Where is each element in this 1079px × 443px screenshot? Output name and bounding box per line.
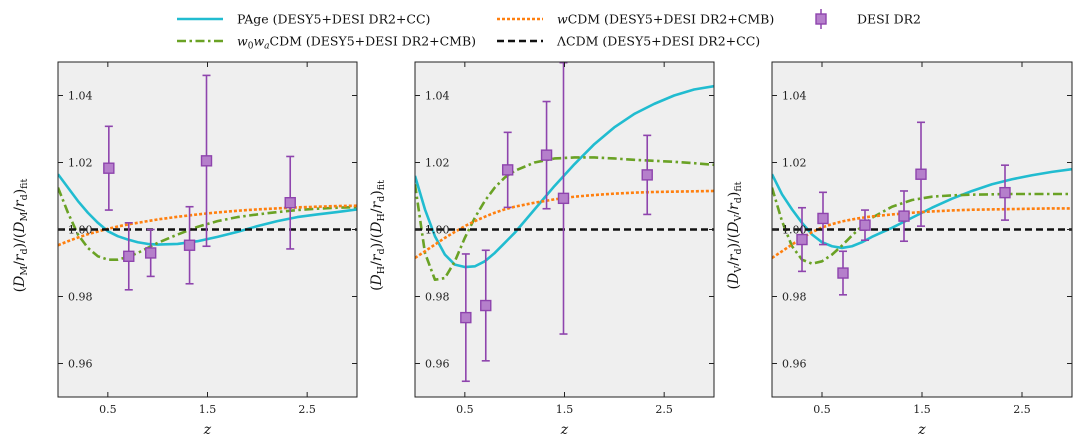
legend-entry-desi: DESI DR2 [815, 9, 921, 29]
data-point [837, 250, 849, 296]
y-tick-label: 1.00 [782, 224, 807, 237]
data-point [460, 253, 472, 383]
y-axis-label: (DH/rd)/(DH/rd)fit [369, 180, 387, 291]
data-point [123, 222, 135, 291]
y-tick-label: 1.02 [782, 157, 807, 170]
panels: 0.5 1.5 2.5 0.96 0.98 1.00 1.02 1.04 z (DM/rd)/(D… [12, 61, 1073, 438]
data-point [557, 62, 570, 335]
y-tick-label: 1.04 [68, 90, 93, 103]
legend-entry-wcdm: wCDM (DESY5+DESI DR2+CMB) [497, 12, 774, 27]
data-marker [501, 164, 514, 176]
x-tick-label: 0.5 [456, 403, 474, 416]
y-tick-label: 1.02 [425, 157, 450, 170]
legend: PAge (DESY5+DESI DR2+CC) w0waCDM (DESY5+D… [177, 9, 921, 52]
panel-dh: 0.5 1.5 2.5 0.96 0.98 1.00 1.02 1.04 z (DH/rd)/(D… [369, 61, 715, 438]
x-axis-label: z [917, 422, 926, 438]
data-marker [915, 168, 927, 180]
data-marker [557, 192, 570, 205]
data-point [540, 100, 553, 210]
y-tick-label: 0.98 [782, 291, 807, 304]
data-marker [183, 239, 196, 251]
x-tick-label: 1.5 [199, 403, 217, 416]
data-marker [103, 162, 115, 174]
plot-content [415, 62, 714, 383]
data-point [183, 205, 196, 285]
data-marker [540, 149, 553, 161]
series-line-page [415, 84, 714, 269]
legend-label: w0waCDM (DESY5+DESI DR2+CMB) [237, 34, 476, 52]
x-tick-label: 0.5 [99, 403, 117, 416]
legend-label: DESI DR2 [857, 12, 921, 27]
data-point [859, 209, 871, 242]
legend-entry-w0wa: w0waCDM (DESY5+DESI DR2+CMB) [177, 34, 476, 52]
x-axis-label: z [203, 422, 212, 438]
data-marker [123, 250, 135, 263]
data-marker [796, 233, 808, 246]
x-tick-label: 2.5 [1013, 403, 1031, 416]
legend-entry-lcdm: ΛCDM (DESY5+DESI DR2+CC) [497, 34, 760, 49]
y-tick-label: 1.02 [68, 157, 93, 170]
data-point [915, 121, 927, 227]
data-point [480, 249, 492, 362]
data-point [144, 228, 157, 278]
legend-label: wCDM (DESY5+DESI DR2+CMB) [557, 12, 774, 27]
data-marker [284, 196, 296, 209]
data-marker [200, 155, 213, 167]
plot-content [772, 121, 1072, 296]
data-point [103, 125, 115, 211]
legend-entry-page: PAge (DESY5+DESI DR2+CC) [177, 12, 430, 27]
y-tick-label: 0.96 [68, 358, 93, 371]
y-tick-label: 0.98 [68, 291, 93, 304]
panel-dm: 0.5 1.5 2.5 0.96 0.98 1.00 1.02 1.04 z (DM/rd)/(D… [12, 61, 358, 438]
y-tick-label: 0.98 [425, 291, 450, 304]
data-marker [859, 219, 871, 231]
y-tick-label: 1.04 [425, 90, 450, 103]
x-axis-label: z [560, 422, 569, 438]
data-marker [480, 299, 492, 312]
data-point [200, 74, 213, 248]
y-tick-label: 0.96 [425, 358, 450, 371]
data-point [284, 155, 296, 250]
data-marker [144, 247, 157, 259]
data-point [501, 131, 514, 209]
data-point [796, 206, 808, 273]
plot-content [58, 74, 357, 291]
legend-label: ΛCDM (DESY5+DESI DR2+CC) [556, 34, 760, 49]
legend-square-marker-icon [815, 13, 827, 25]
data-marker [641, 169, 653, 181]
data-marker [817, 212, 829, 225]
y-tick-label: 1.00 [68, 224, 93, 237]
y-tick-label: 1.00 [425, 224, 450, 237]
x-tick-label: 2.5 [298, 403, 316, 416]
data-marker [898, 210, 910, 222]
data-point [641, 134, 653, 216]
data-point [999, 164, 1011, 221]
data-marker [837, 267, 849, 279]
y-tick-label: 0.96 [782, 358, 807, 371]
legend-label: PAge (DESY5+DESI DR2+CC) [237, 12, 430, 27]
y-axis-label: (DM/rd)/(DM/rd)fit [12, 178, 30, 292]
data-point [898, 190, 910, 243]
x-tick-label: 1.5 [556, 403, 574, 416]
x-tick-label: 0.5 [813, 403, 831, 416]
x-tick-label: 2.5 [655, 403, 673, 416]
x-tick-label: 1.5 [913, 403, 931, 416]
data-point [817, 191, 829, 246]
y-axis-label: (DV/rd)/(DV/rd)fit [726, 181, 744, 289]
data-marker [460, 311, 472, 324]
y-tick-label: 1.04 [782, 90, 807, 103]
data-marker [999, 186, 1011, 199]
panel-dv: 0.5 1.5 2.5 0.96 0.98 1.00 1.02 1.04 z (DV/rd)/(D… [726, 61, 1073, 438]
